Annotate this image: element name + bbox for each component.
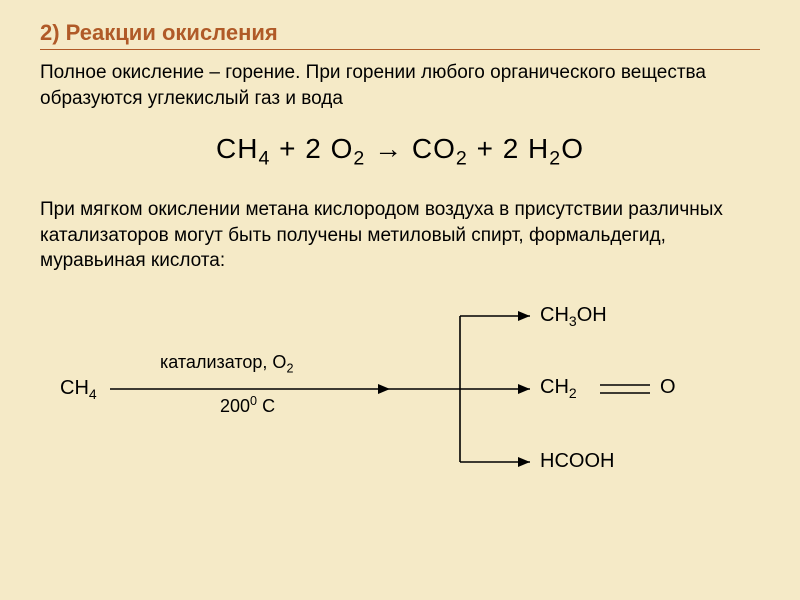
condition-bottom: 2000 C [220,394,275,417]
product-2a: CH2 [540,376,577,401]
eq-lhs1-sub: 4 [258,148,270,170]
mid-paragraph: При мягком окислении метана кислородом в… [40,197,760,274]
eq-lhs2-sub: 2 [353,148,365,170]
eq-lhs1: CH [216,133,258,164]
eq-rhs2-sub: 2 [549,148,561,170]
product-3: HCOOH [540,450,614,473]
slide-title: 2) Реакции окисления [40,20,760,46]
combustion-equation: CH4 + 2 O2 → CO2 + 2 H2O [40,133,760,171]
eq-rhs2-tail: O [561,133,584,164]
reaction-diagram: CH4 катализатор, O2 2000 C CH3OH CH2 O H… [40,294,760,474]
diagram-svg [40,294,760,474]
condition-top: катализатор, O2 [160,352,293,376]
product-1: CH3OH [540,304,607,329]
eq-rhs1-sub: 2 [456,148,468,170]
header-divider [40,49,760,50]
product-2b: O [660,376,676,399]
eq-plus2: + 2 H [468,133,549,164]
reactant-label: CH4 [60,377,97,402]
intro-paragraph: Полное окисление – горение. При горении … [40,60,760,111]
eq-plus1: + 2 O [270,133,353,164]
slide: 2) Реакции окисления Полное окисление – … [0,0,800,600]
eq-arrow: → CO [365,133,456,164]
